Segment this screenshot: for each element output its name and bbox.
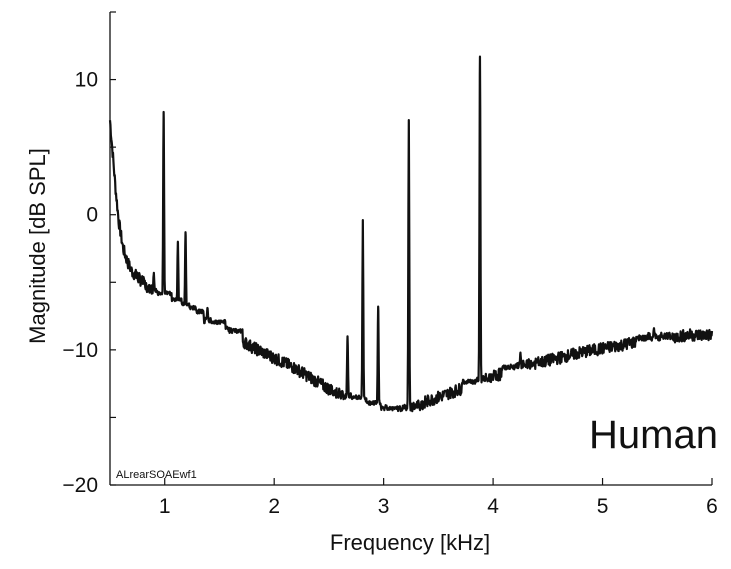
axes [109,12,712,486]
x-tick-label: 5 [597,495,609,518]
y-tick-label: −20 [62,474,98,497]
y-tick-label: 10 [75,69,98,92]
x-tick-label: 6 [706,495,718,518]
x-tick-label: 3 [378,495,390,518]
ticks: 1 2 3 4 5 6 −20 −10 0 10 [62,11,718,518]
series-layer [108,55,714,413]
file-id-annotation: ALrearSOAEwf1 [116,469,197,481]
y-axis-title: Magnitude [dB SPL] [25,148,50,344]
x-axis-title: Frequency [kHz] [330,530,490,555]
x-tick-label: 4 [487,495,499,518]
x-tick-label: 2 [268,495,280,518]
y-tick-label: −10 [62,339,98,362]
y-tick-label: 0 [86,204,98,227]
species-annotation: Human [589,413,718,457]
spectrum-line [108,55,714,413]
x-tick-label: 1 [159,495,171,518]
